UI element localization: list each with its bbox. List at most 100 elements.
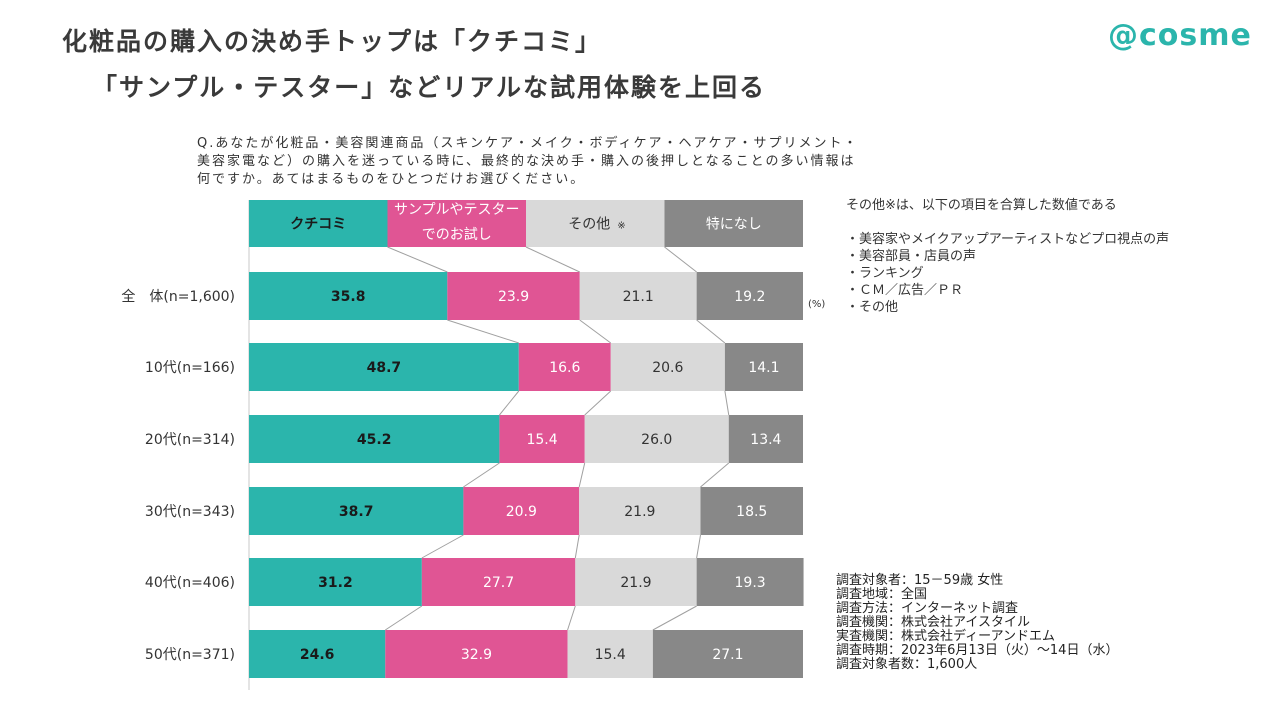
bar-segment <box>249 272 448 320</box>
connector-line <box>421 534 464 559</box>
connector-line <box>579 319 612 344</box>
bar-segment <box>499 415 585 463</box>
data-label: 19.3 <box>735 575 766 591</box>
connector-line <box>387 246 448 273</box>
connector-line <box>696 534 702 559</box>
legend-swatch <box>249 200 388 247</box>
other-note-item: ・その他 <box>846 300 899 315</box>
data-label: 24.6 <box>300 647 335 663</box>
data-label: 16.6 <box>549 360 580 376</box>
bar-segment <box>610 343 725 391</box>
connector-line <box>499 390 520 416</box>
bar-segment <box>249 415 500 463</box>
bar-segment <box>447 272 580 320</box>
bar-segment <box>249 487 464 535</box>
other-note-item: ・ＣＭ／広告／ＰＲ <box>846 283 964 298</box>
legend-swatch <box>387 200 526 247</box>
bar-segment <box>249 630 386 678</box>
connector-line <box>567 605 576 631</box>
bar-segment <box>385 630 568 678</box>
bar-segment <box>249 343 519 391</box>
legend-label-suffix: ※ <box>617 221 625 232</box>
survey-line: 調査地域：全国 <box>836 587 928 602</box>
connector-line <box>724 390 730 416</box>
cosme-logo: @cosme <box>1108 18 1252 53</box>
data-label: 48.7 <box>367 360 402 376</box>
data-label: 31.2 <box>318 575 353 591</box>
data-label: 45.2 <box>357 432 392 448</box>
data-label: 21.9 <box>620 575 651 591</box>
connector-line <box>525 246 580 273</box>
category-label: 30代(n=343) <box>145 504 235 520</box>
category-label: 10代(n=166) <box>145 360 235 376</box>
category-label: 50代(n=371) <box>145 647 235 663</box>
other-note-item: ・美容部員・店員の声 <box>846 249 977 264</box>
other-note: その他※は、以下の項目を合算した数値である ・美容家やメイクアップアーティストな… <box>846 197 1169 316</box>
legend-label: その他 <box>568 217 610 233</box>
bar-segment <box>249 558 422 606</box>
data-label: 14.1 <box>748 360 779 376</box>
connector-line <box>584 390 612 416</box>
data-label: 19.2 <box>734 289 765 305</box>
data-label: 13.4 <box>750 432 781 448</box>
category-label: 40代(n=406) <box>145 575 235 591</box>
legend-label: でのお試し <box>422 227 492 243</box>
bar-segment <box>724 343 803 391</box>
bar-segment <box>584 415 729 463</box>
title-line-2: 「サンプル・テスター」などリアルな試用体験を上回る <box>92 73 767 102</box>
connector-line <box>664 246 697 273</box>
bar-segment <box>700 487 803 535</box>
survey-line: 調査方法：インターネット調査 <box>836 601 1019 616</box>
connector-line <box>574 534 580 559</box>
unit-label: (%) <box>808 299 826 310</box>
bar-segment <box>567 630 653 678</box>
data-label: 38.7 <box>339 504 374 520</box>
data-label: 20.9 <box>506 504 537 520</box>
data-label: 35.8 <box>331 289 366 305</box>
data-label: 21.9 <box>624 504 655 520</box>
bar-segment <box>579 272 697 320</box>
question-line: 何ですか。あてはまるものをひとつだけお選びください。 <box>197 172 586 187</box>
data-label: 27.7 <box>483 575 514 591</box>
bar-segment <box>696 558 804 606</box>
connector-line <box>652 605 697 631</box>
data-label: 32.9 <box>461 647 492 663</box>
title-line-1: 化粧品の購入の決め手トップは「クチコミ」 <box>62 27 603 56</box>
data-label: 20.6 <box>652 360 683 376</box>
other-note-item: ・美容家やメイクアップアーティストなどプロ視点の声 <box>846 232 1170 247</box>
connector-line <box>447 319 519 344</box>
question-text: Q.あなたが化粧品・美容関連商品（スキンケア・メイク・ボディケア・ヘアケア・サプ… <box>197 135 859 189</box>
legend-label: 特になし <box>706 217 762 233</box>
other-note-heading: その他※は、以下の項目を合算した数値である <box>846 198 1117 213</box>
category-label: 20代(n=314) <box>145 432 235 448</box>
question-line: 美容家電など）の購入を迷っている時に、最終的な決め手・購入の後押しとなることの多… <box>197 154 856 169</box>
bar-segment <box>579 487 701 535</box>
survey-line: 調査時期：2023年6月13日（火）～14日（水） <box>836 643 1119 658</box>
connector-line <box>463 462 500 488</box>
bar-segment <box>696 272 803 320</box>
survey-line: 調査機関：株式会社アイスタイル <box>836 615 1030 630</box>
bar-segment <box>728 415 803 463</box>
connector-line <box>578 462 586 488</box>
survey-line: 調査対象者数：1,600人 <box>836 657 978 672</box>
bar-segment <box>652 630 803 678</box>
data-label: 15.4 <box>595 647 626 663</box>
bar-segment <box>463 487 580 535</box>
data-label: 27.1 <box>712 647 743 663</box>
connector-line <box>696 319 726 344</box>
bar-segment <box>518 343 611 391</box>
category-label: 全 体(n=1,600) <box>121 288 235 305</box>
other-note-item: ・ランキング <box>846 266 924 281</box>
survey-info: 調査対象者：15－59歳 女性 調査地域：全国 調査方法：インターネット調査 調… <box>836 574 1118 672</box>
data-label: 23.9 <box>498 289 529 305</box>
connector-line <box>385 605 423 631</box>
data-label: 18.5 <box>736 504 767 520</box>
data-label: 26.0 <box>641 432 672 448</box>
question-line: Q.あなたが化粧品・美容関連商品（スキンケア・メイク・ボディケア・ヘアケア・サプ… <box>197 136 859 151</box>
legend-swatch <box>664 200 803 247</box>
connector-line <box>700 462 730 488</box>
survey-line: 実査機関：株式会社ディーアンドエム <box>836 629 1056 644</box>
bar-segment <box>421 558 576 606</box>
legend-label: クチコミ <box>290 217 346 233</box>
